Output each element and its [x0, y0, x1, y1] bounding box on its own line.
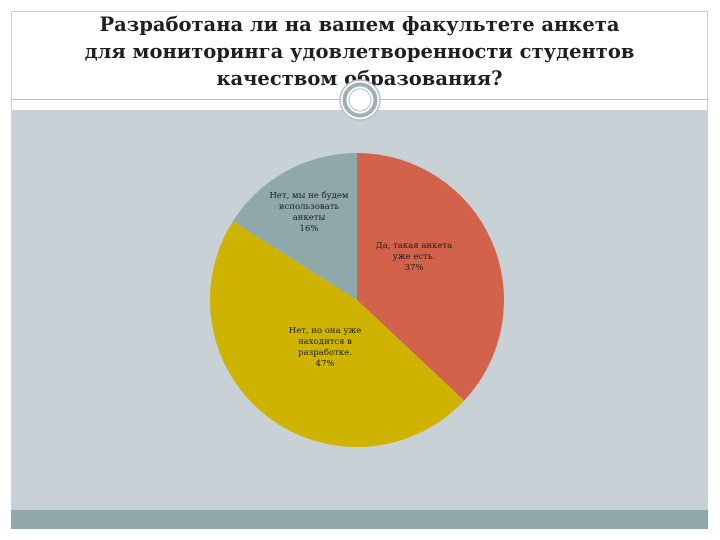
pie-slice-label-line: находится в [298, 337, 352, 347]
pie-slice-label-line: 16% [300, 224, 319, 234]
pie-slice-0 [357, 153, 505, 401]
pie-slice-label-line: Нет, мы не будем [269, 190, 348, 201]
pie-slices [209, 153, 505, 448]
pie-slice-label-line: Нет, но она уже [289, 326, 361, 336]
pie-slice-label-2: Нет, мы не будем использовать анкеты 16% [269, 190, 348, 234]
pie-slice-label-line: 37% [405, 263, 424, 273]
pie-slice-label-line: Да, такая анкета [376, 241, 452, 251]
pie-slice-label-1: Нет, но она уже находится в разработке. 47% [289, 326, 361, 369]
slide-title: Разработана ли на вашем факультете анкет… [84, 12, 635, 90]
pie-slice-1 [209, 221, 465, 448]
slide-title-container: Разработана ли на вашем факультете анкет… [11, 11, 708, 99]
pie-labels: Да, такая анкета уже есть. 37% Нет, но она … [269, 190, 452, 369]
footer-bar [11, 510, 708, 529]
pie-slice-label-line: разработке. [298, 347, 352, 358]
pie-slice-label-line: уже есть. [393, 252, 435, 262]
pie-slice-label-0: Да, такая анкета уже есть. 37% [376, 241, 452, 273]
pie-slice-label-line: 47% [316, 359, 335, 369]
pie-slice-2 [232, 153, 357, 300]
pie-slice-label-line: использовать [279, 202, 340, 212]
pie-slice-label-line: анкеты [293, 213, 326, 223]
circle-ornament-icon [339, 79, 381, 121]
